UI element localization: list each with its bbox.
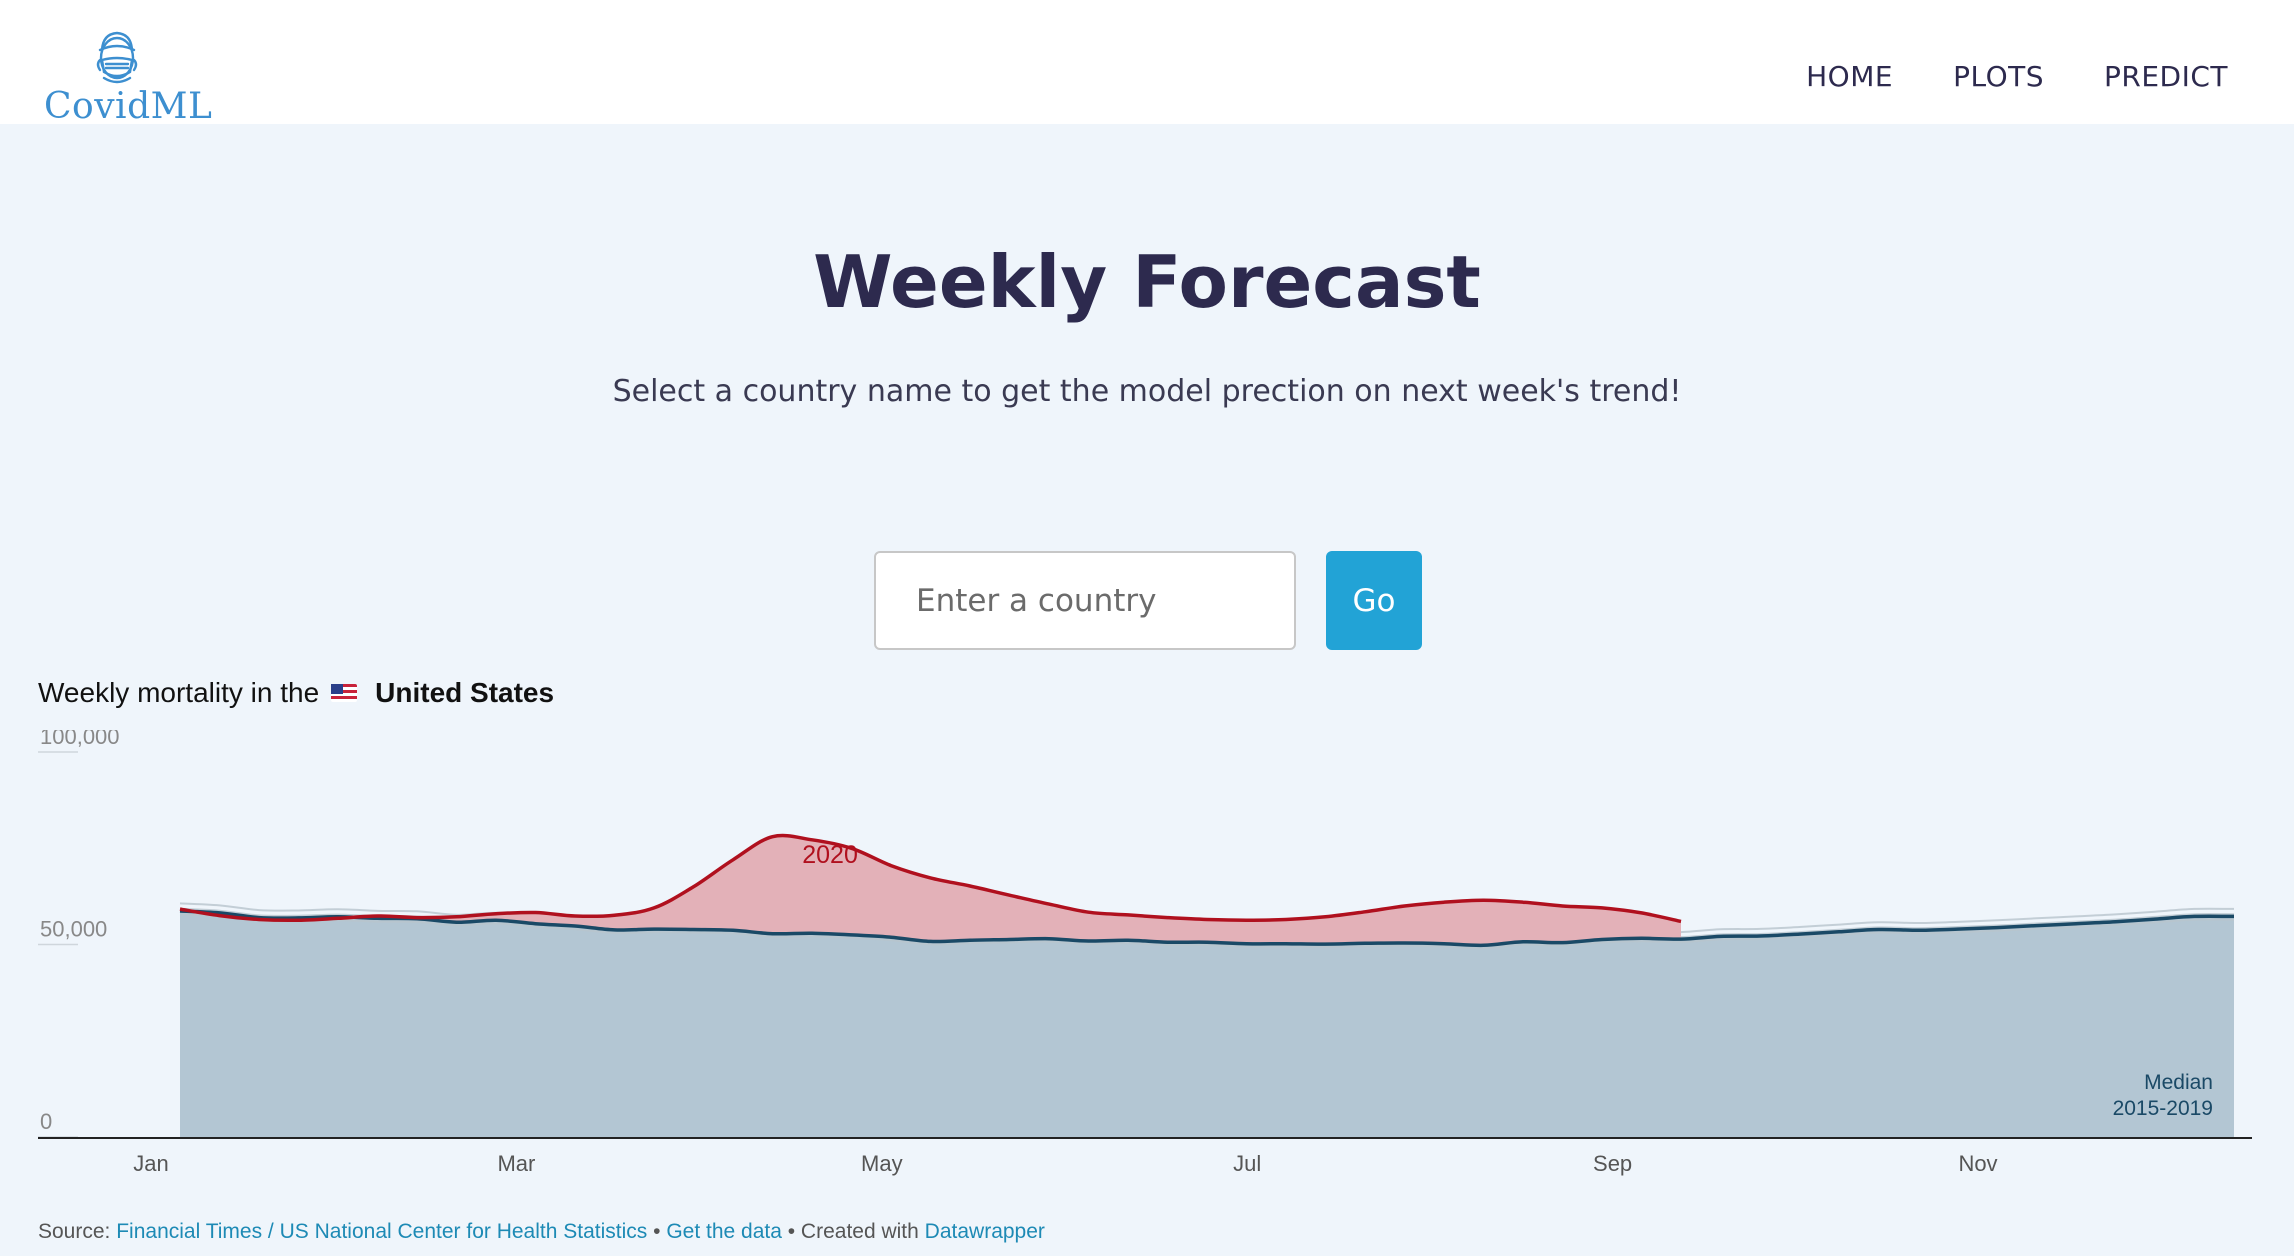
x-tick-label: Mar [497,1151,535,1176]
go-button[interactable]: Go [1326,551,1422,650]
x-tick-label: Sep [1593,1151,1632,1176]
source-separator: • [653,1220,661,1243]
created-with-text: • Created with [787,1220,919,1243]
series-2020-line [179,833,1682,924]
background-year-line [179,913,2235,950]
x-tick-label: Jul [1233,1151,1261,1176]
page-subtitle: Select a country name to get the model p… [612,374,1682,409]
nav-predict-link[interactable]: PREDICT [2103,60,2228,93]
country-search-input[interactable] [874,551,1296,650]
y-tick-label: 0 [40,1109,52,1134]
median-label: Median [2144,1071,2213,1094]
x-tick-label: May [861,1151,903,1176]
series-2020-label: 2020 [802,841,858,869]
get-data-link[interactable]: Get the data [666,1220,782,1243]
y-tick-label: 100,000 [40,730,120,749]
chart-heading: Weekly mortality in the United States [38,677,554,709]
nav-plots-link[interactable]: PLOTS [1953,60,2044,93]
x-tick-label: Jan [133,1151,168,1176]
source-prefix: Source: [38,1220,111,1243]
navbar: CovidML HOME PLOTS PREDICT [0,0,2294,127]
median-area [180,911,2234,1137]
page-title: Weekly Forecast [813,240,1481,324]
excess-deaths-area [180,835,1681,946]
chart-source: Source: Financial Times / US National Ce… [38,1220,1045,1244]
chart-heading-prefix: Weekly mortality in the [38,677,320,708]
mortality-chart: 0 50,000 100,000 2020 Median 2015-2019 Jan Mar M… [38,730,2252,1176]
mask-face-icon[interactable] [40,28,200,128]
y-tick-label: 50,000 [40,917,107,942]
source-link[interactable]: Financial Times / US National Center for… [116,1220,648,1243]
nav-home-link[interactable]: HOME [1806,60,1894,93]
x-tick-label: Nov [1958,1151,1997,1176]
logo-text[interactable]: CovidML [44,86,213,127]
datawrapper-link[interactable]: Datawrapper [924,1220,1045,1243]
us-flag-icon [331,684,358,702]
chart-heading-country: United States [375,677,555,708]
median-series-line [179,909,2235,948]
median-label: 2015-2019 [2113,1097,2213,1120]
nav-links: HOME PLOTS PREDICT [1806,60,2228,93]
